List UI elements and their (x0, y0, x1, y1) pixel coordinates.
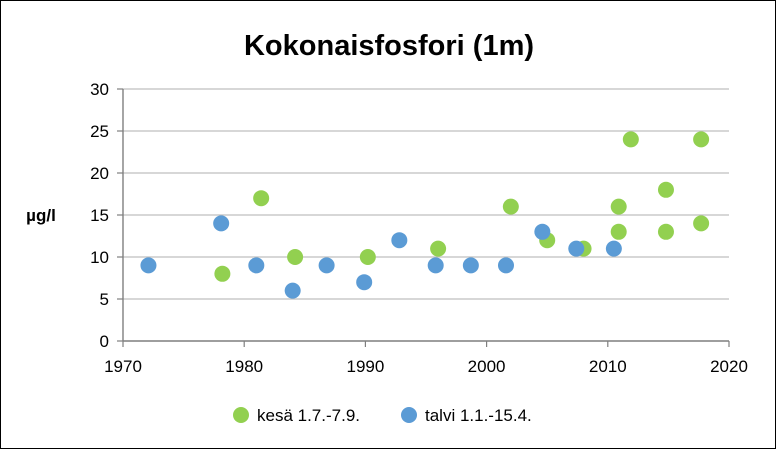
tick-labels: 0 5 10 15 20 25 30 1970 1980 1990 2000 2010 2020 (90, 80, 748, 376)
chart-title: Kokonaisfosfori (1m) (244, 30, 534, 62)
point-series0-14 (693, 131, 710, 148)
point-series0-2 (287, 249, 304, 265)
point-series0-8 (610, 198, 627, 215)
point-series1-6 (391, 232, 408, 249)
x-tick-label-2000: 2000 (468, 357, 506, 376)
point-series1-11 (568, 240, 585, 257)
y-tick-label-15: 15 (90, 206, 109, 225)
axes (117, 88, 730, 347)
point-series0-11 (657, 181, 674, 198)
y-tick-label-30: 30 (90, 80, 109, 99)
legend-marker-0 (233, 407, 249, 423)
legend-label-0: kesä 1.7.-7.9. (257, 406, 360, 425)
y-tick-label-0: 0 (100, 332, 109, 351)
point-series1-0 (140, 257, 157, 274)
point-series1-5 (356, 274, 373, 291)
y-tick-label-5: 5 (100, 290, 109, 309)
data-points (140, 131, 710, 299)
legend-marker-1 (401, 407, 417, 423)
point-series1-8 (462, 257, 479, 274)
legend: kesä 1.7.-7.9. talvi 1.1.-15.4. (233, 406, 532, 425)
point-series1-2 (248, 257, 265, 274)
point-series0-3 (359, 249, 376, 265)
y-tick-label-20: 20 (90, 164, 109, 183)
gridlines (123, 88, 729, 300)
point-series0-9 (610, 223, 627, 240)
y-tick-label-10: 10 (90, 248, 109, 267)
point-series0-5 (502, 198, 519, 215)
point-series0-13 (693, 215, 710, 232)
x-tick-label-1970: 1970 (104, 357, 142, 376)
x-tick-label-2020: 2020 (710, 357, 748, 376)
x-tick-label-2010: 2010 (589, 357, 627, 376)
legend-label-1: talvi 1.1.-15.4. (425, 406, 532, 425)
y-tick-label-25: 25 (90, 122, 109, 141)
point-series1-3 (284, 282, 301, 299)
point-series1-9 (497, 257, 514, 274)
point-series0-12 (657, 223, 674, 240)
x-tick-label-1980: 1980 (225, 357, 263, 376)
point-series1-7 (427, 257, 444, 274)
point-series1-10 (534, 223, 551, 240)
y-axis-label: µg/l (26, 206, 56, 225)
point-series1-12 (605, 240, 622, 257)
x-tick-label-1990: 1990 (346, 357, 384, 376)
point-series1-1 (213, 215, 230, 232)
point-series0-1 (253, 190, 270, 207)
point-series0-10 (622, 131, 639, 148)
point-series0-4 (430, 240, 447, 257)
point-series0-0 (214, 265, 231, 282)
point-series1-4 (318, 257, 335, 274)
